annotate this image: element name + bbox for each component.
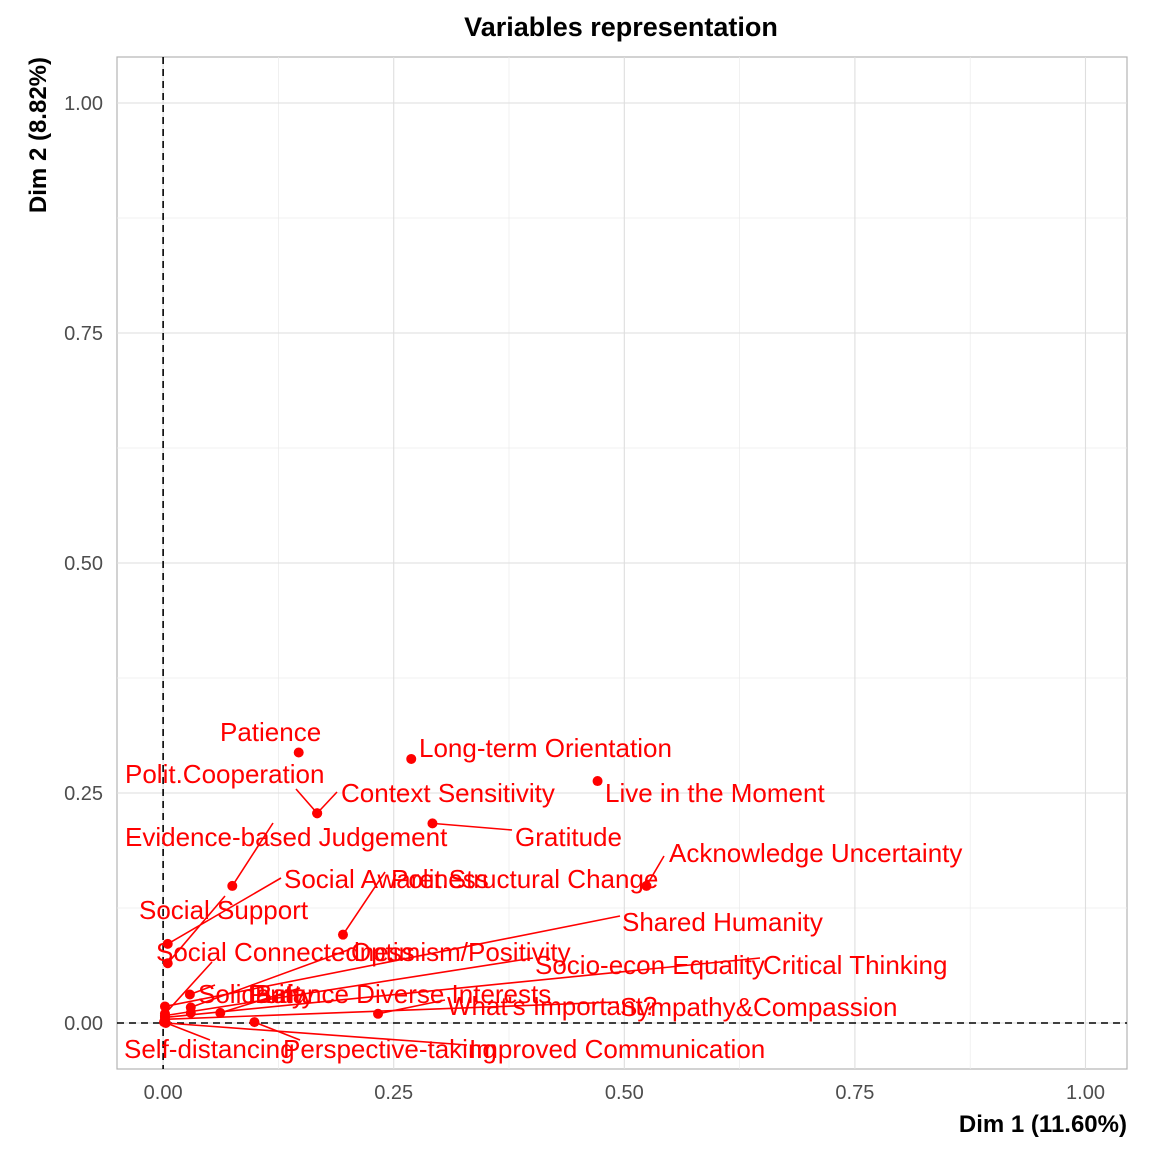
point-gratitude bbox=[427, 818, 438, 829]
connector-social-connectedness bbox=[164, 961, 213, 1015]
connector-optimism-positivity bbox=[190, 949, 349, 1009]
connector-sympathy-compassion bbox=[164, 1001, 619, 1021]
connector-socio-econ-equality bbox=[164, 957, 534, 1017]
connector-improved-communication bbox=[165, 1022, 468, 1046]
x-tick-label: 0.25 bbox=[374, 1082, 413, 1104]
label-solidarity: Solidarity bbox=[198, 979, 305, 1009]
chart-title: Variables representation bbox=[464, 12, 778, 42]
connector-acknowledge-uncertainty bbox=[645, 855, 665, 887]
plot-area: 0.00 0.25 0.50 0.75 1.00 0.00 0.25 0.50 0.75 1.00… bbox=[64, 56, 1128, 1104]
point-evidence-based-judgement bbox=[227, 880, 238, 891]
y-tick-label: 1.00 bbox=[64, 93, 103, 115]
point-polit-structural-change bbox=[337, 929, 348, 940]
point-acknowledge-uncertainty bbox=[641, 880, 652, 891]
point-purity bbox=[185, 1007, 196, 1018]
tick-labels: 0.00 0.25 0.50 0.75 1.00 0.00 0.25 0.50 0.75 1.00 bbox=[64, 93, 1105, 1104]
connector-evidence-based-judgement bbox=[231, 822, 274, 887]
y-tick-label: 0.00 bbox=[64, 1013, 103, 1035]
x-axis-title: Dim 1 (11.60%) bbox=[959, 1111, 1127, 1138]
y-axis-title: Dim 2 (8.82%) bbox=[25, 57, 52, 213]
connector-polit-cooperation bbox=[295, 788, 318, 814]
label-balance-diverse-interests: Balance Diverse Interests bbox=[255, 979, 551, 1009]
label-socio-econ-equality: Socio-econ Equality bbox=[535, 950, 765, 980]
point-perspective-taking bbox=[249, 1017, 260, 1028]
y-tick-label: 0.25 bbox=[64, 783, 103, 805]
point-labels: Patience Long-term Orientation Live in the… bbox=[124, 717, 962, 1064]
y-tick-label: 0.50 bbox=[64, 553, 103, 575]
points bbox=[159, 747, 652, 1028]
label-critical-thinking: Critical Thinking bbox=[763, 950, 947, 980]
connector-social-support bbox=[167, 895, 226, 964]
label-polit-cooperation: Polit.Cooperation bbox=[125, 759, 324, 789]
label-sympathy-compassion: Sympathy&Compassion bbox=[620, 992, 897, 1022]
label-improved-communication: Improved Communication bbox=[469, 1034, 765, 1064]
point-shared-humanity bbox=[159, 1001, 170, 1012]
connector-balance-diverse-interests bbox=[220, 987, 301, 1014]
point-what-s-important bbox=[373, 1008, 384, 1019]
connector-self-distancing bbox=[163, 1021, 211, 1041]
point-improved-communication bbox=[160, 1018, 171, 1028]
label-evidence-based-judgement: Evidence-based Judgement bbox=[125, 822, 448, 852]
reference-lines bbox=[117, 57, 1127, 1069]
label-gratitude: Gratitude bbox=[515, 822, 622, 852]
label-patience: Patience bbox=[220, 717, 321, 747]
point-long-term-orientation bbox=[406, 753, 417, 764]
label-social-support: Social Support bbox=[139, 895, 309, 925]
connector-shared-humanity bbox=[164, 915, 621, 1008]
x-tick-label: 0.50 bbox=[605, 1082, 644, 1104]
label-self-distancing: Self-distancing bbox=[124, 1034, 295, 1064]
connector-polit-structural-change bbox=[342, 871, 386, 936]
label-polit-structural-change: Polit.Structural Change bbox=[391, 864, 658, 894]
label-social-connectedness: Social Connectedness bbox=[156, 937, 415, 967]
label-purity: Purity bbox=[248, 979, 314, 1009]
point-solidarity bbox=[184, 989, 195, 1000]
label-optimism-positivity: Optimism/Positivity bbox=[351, 937, 571, 967]
point-balance-diverse-interests bbox=[215, 1007, 226, 1018]
label-shared-humanity: Shared Humanity bbox=[622, 907, 823, 937]
label-social-awareness: Social Awareness bbox=[284, 864, 489, 894]
point-social-support bbox=[162, 958, 173, 969]
connector-gratitude bbox=[432, 822, 513, 831]
label-context-sensitivity: Context Sensitivity bbox=[341, 778, 555, 808]
x-tick-label: 1.00 bbox=[1066, 1082, 1105, 1104]
label-connectors bbox=[163, 788, 761, 1046]
x-tick-label: 0.00 bbox=[144, 1082, 183, 1104]
label-long-term-orientation: Long-term Orientation bbox=[419, 733, 672, 763]
y-tick-label: 0.75 bbox=[64, 323, 103, 345]
label-perspective-taking: Perspective-taking bbox=[283, 1034, 497, 1064]
connector-social-awareness bbox=[167, 877, 282, 945]
point-context-sensitivity bbox=[312, 808, 323, 819]
connector-critical-thinking bbox=[164, 957, 761, 1019]
point-live-in-the-moment bbox=[592, 776, 603, 787]
label-what-s-important: What's Important? bbox=[447, 991, 657, 1021]
x-tick-label: 0.75 bbox=[835, 1082, 874, 1104]
label-live-in-the-moment: Live in the Moment bbox=[605, 778, 825, 808]
label-acknowledge-uncertainty: Acknowledge Uncertainty bbox=[669, 838, 962, 868]
point-patience bbox=[293, 747, 304, 758]
point-social-awareness bbox=[162, 938, 173, 949]
